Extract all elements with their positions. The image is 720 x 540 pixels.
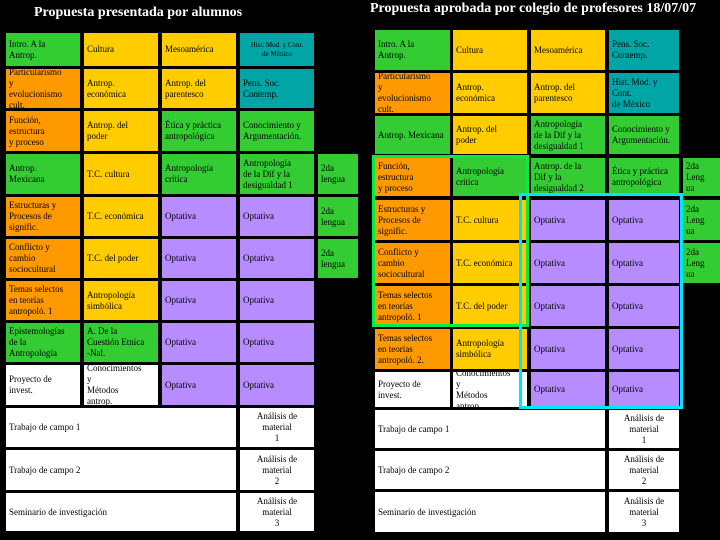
- right-estructuras-procesos: Estructuras y Procesos de signific.: [375, 200, 450, 240]
- right-optativa-5a: Optativa: [531, 372, 605, 407]
- left-optativa-3a: Optativa: [162, 281, 236, 320]
- right-title: Propuesta aprobada por colegio de profes…: [370, 1, 697, 16]
- right-temas-selectos-2: Temas selectos en teorías antropoló. 2.: [375, 329, 450, 369]
- right-pens-soc: Pens. Soc. Contemp.: [609, 30, 679, 70]
- right-funcion-estructura: Función, estructura y proceso: [375, 158, 450, 196]
- right-optativa-1a: Optativa: [531, 200, 605, 240]
- left-antrop-critica: Antropología crítica: [162, 154, 236, 194]
- right-2da-lengua-1: 2da Leng ua: [683, 158, 720, 196]
- right-etica-practica: Ética y práctica antropológica: [609, 158, 679, 196]
- right-antrop-dif-2: Antrop. de la Dif y la desigualdad 2: [531, 158, 605, 196]
- left-optativa-4b: Optativa: [240, 323, 314, 362]
- right-optativa-3a: Optativa: [531, 286, 605, 326]
- left-antrop-parentesco: Antrop. del parentesco: [162, 69, 236, 108]
- left-epistemologias: Epistemologías de la Antropología: [6, 323, 80, 362]
- left-hist-mod-cont: Hist. Mod. y Cont. de México: [240, 33, 314, 66]
- right-tc-economica: T.C. económica: [453, 243, 527, 283]
- left-seminario-invest: Seminario de investigación: [6, 493, 236, 531]
- left-antrop-poder: Antrop. del poder: [84, 111, 158, 151]
- left-cultura: Cultura: [84, 33, 158, 66]
- left-etica-practica: Ética y práctica antropológica: [162, 111, 236, 151]
- right-antrop-economica: Antrop. económica: [453, 73, 527, 113]
- right-antrop-dif-1: Antropología de la Dif y la desigualdad …: [531, 116, 605, 154]
- right-proyecto-invest: Proyecto de invest.: [375, 372, 450, 407]
- left-antrop-simbolica: Antropología simbólica: [84, 281, 158, 320]
- right-antrop-parentesco: Antrop. del parentesco: [531, 73, 605, 113]
- left-analisis-material-3: Análisis de material 3: [240, 493, 314, 531]
- left-antrop-dif-1: Antropología de la Dif y la desigualdad …: [240, 154, 314, 194]
- right-optativa-2b: Optativa: [609, 243, 679, 283]
- right-analisis-material-1: Análisis de material 1: [609, 410, 679, 448]
- left-analisis-material-2: Análisis de material 2: [240, 450, 314, 490]
- left-tc-cultura: T.C. cultura: [84, 154, 158, 194]
- left-trabajo-campo-2: Trabajo de campo 2: [6, 450, 236, 490]
- right-antrop-poder: Antrop. del poder: [453, 116, 527, 154]
- right-conocimiento-arg: Conocimiento y Argumentación.: [609, 116, 679, 154]
- left-2da-lengua-2: 2da lengua: [318, 197, 358, 236]
- left-optativa-3b: Optativa: [240, 281, 314, 320]
- left-trabajo-campo-1: Trabajo de campo 1: [6, 408, 236, 447]
- left-optativa-1b: Optativa: [240, 197, 314, 236]
- left-title: Propuesta presentada por alumnos: [34, 5, 243, 20]
- right-optativa-3b: Optativa: [609, 286, 679, 326]
- right-antrop-simbolica: Antropología simbólica: [453, 329, 527, 369]
- left-conocimiento-arg: Conocimiento y Argumentación.: [240, 111, 314, 151]
- right-2da-lengua-3: 2da Leng ua: [683, 243, 720, 283]
- right-cultura: Cultura: [453, 30, 527, 70]
- right-optativa-1b: Optativa: [609, 200, 679, 240]
- right-antrop-critica: Antropología crítica: [453, 158, 527, 196]
- right-conflicto-cambio: Conflicto y cambio sociocultural: [375, 243, 450, 283]
- right-mesoamerica: Mesoamérica: [531, 30, 605, 70]
- left-conflicto-cambio: Conflicto y cambio sociocultural: [6, 239, 80, 278]
- right-hist-mod-cont: Hist. Mod. y Cont. de México: [609, 73, 679, 113]
- right-trabajo-campo-1: Trabajo de campo 1: [375, 410, 605, 448]
- left-estructuras-procesos: Estructuras y Procesos de signific.: [6, 197, 80, 236]
- right-optativa-4b: Optativa: [609, 329, 679, 369]
- right-analisis-material-3: Análisis de material 3: [609, 492, 679, 532]
- left-intro-antrop: Intro. A la Antrop.: [6, 33, 80, 66]
- left-cuestion-etnica: A. De la Cuestión Etnica -Nal.: [84, 323, 158, 362]
- left-temas-selectos-1: Temas selectos en teorías antropoló. 1: [6, 281, 80, 320]
- left-2da-lengua-3: 2da lengua: [318, 239, 358, 278]
- left-conocimientos-metodos: Conocimientos y Métodos antrop.: [84, 365, 158, 405]
- left-proyecto-invest: Proyecto de invest.: [6, 365, 80, 405]
- left-optativa-4a: Optativa: [162, 323, 236, 362]
- left-optativa-5a: Optativa: [162, 365, 236, 405]
- left-particularismo: Particularismo y evolucionismo cult.: [6, 69, 80, 108]
- left-tc-poder: T.C. del poder: [84, 239, 158, 278]
- green-highlight-frame: [372, 155, 529, 327]
- right-2da-lengua-2: 2da Leng ua: [683, 200, 720, 240]
- left-analisis-material-1: Análisis de material 1: [240, 408, 314, 447]
- left-tc-economica: T.C. económica: [84, 197, 158, 236]
- right-analisis-material-2: Análisis de material 2: [609, 451, 679, 489]
- right-optativa-4a: Optativa: [531, 329, 605, 369]
- right-trabajo-campo-2: Trabajo de campo 2: [375, 451, 605, 489]
- left-antrop-economica: Antrop. económica: [84, 69, 158, 108]
- right-intro-antrop: Intro. A la Antrop.: [375, 30, 450, 70]
- left-optativa-5b: Optativa: [240, 365, 314, 405]
- left-mesoamerica: Mesoamérica: [162, 33, 236, 66]
- left-funcion-estructura: Función, estructura y proceso: [6, 111, 80, 151]
- left-antrop-mexicana: Antrop. Mexicana: [6, 154, 80, 194]
- right-seminario-invest: Seminario de investigación: [375, 492, 605, 532]
- right-particularismo: Particularismo y evolucionismo cult.: [375, 73, 450, 113]
- right-conocimientos-metodos: Conocimientos y Métodos antrop.: [453, 372, 527, 407]
- right-tc-poder: T.C. del poder: [453, 286, 527, 326]
- left-optativa-1a: Optativa: [162, 197, 236, 236]
- left-optativa-2b: Optativa: [240, 239, 314, 278]
- right-optativa-2a: Optativa: [531, 243, 605, 283]
- right-tc-cultura: T.C. cultura: [453, 200, 527, 240]
- left-pens-soc: Pens. Soc. Contemp.: [240, 69, 314, 108]
- right-optativa-5b: Optativa: [609, 372, 679, 407]
- cyan-highlight-frame: [519, 193, 683, 409]
- left-optativa-2a: Optativa: [162, 239, 236, 278]
- right-temas-selectos-1: Temas selectos en teorías antropoló. 1: [375, 286, 450, 326]
- right-antrop-mexicana: Antrop. Mexicana: [375, 116, 450, 154]
- left-2da-lengua-1: 2da lengua: [318, 154, 358, 194]
